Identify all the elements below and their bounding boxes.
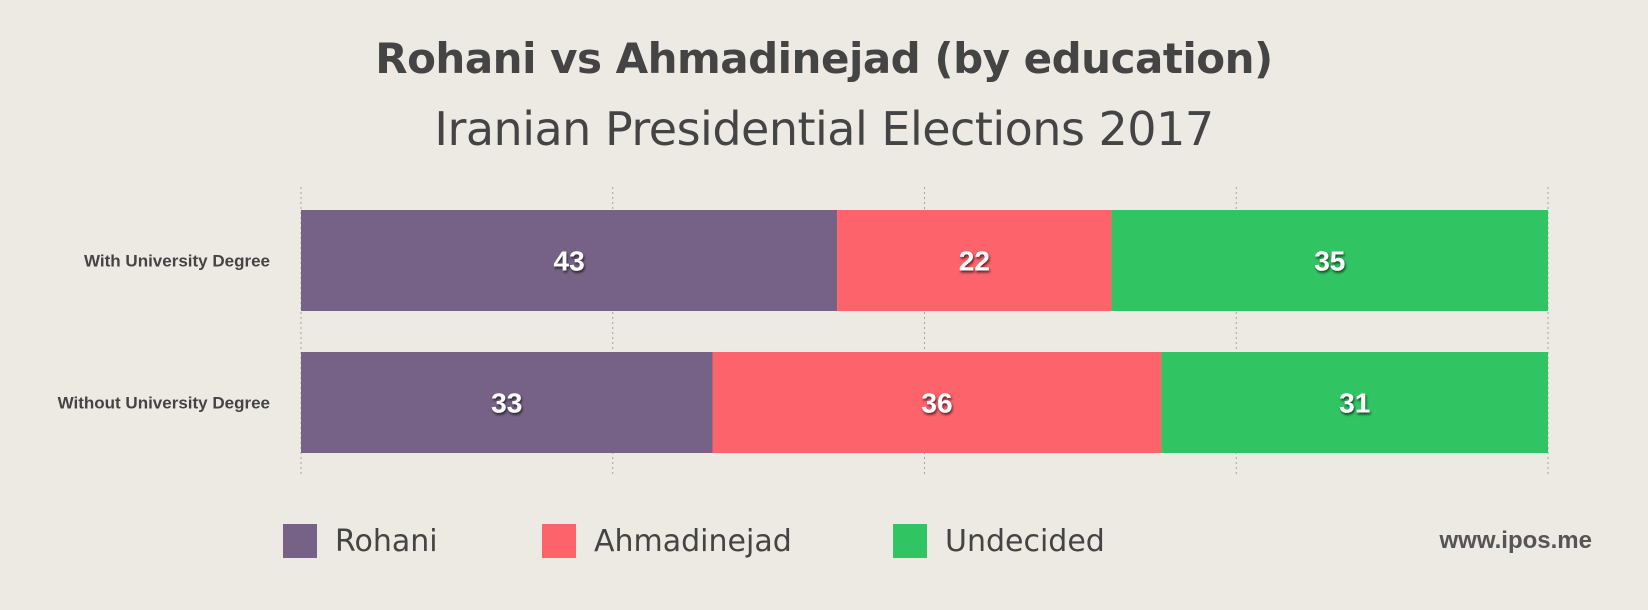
bar-segment-rohani bbox=[301, 210, 838, 311]
category-label: Without University Degree bbox=[58, 394, 270, 413]
legend-item-ahmadinejad: Ahmadinejad bbox=[542, 523, 792, 559]
data-label: 33 bbox=[491, 388, 522, 419]
chart-subtitle: Iranian Presidential Elections 2017 bbox=[434, 102, 1214, 156]
legend-item-undecided: Undecided bbox=[893, 523, 1105, 559]
bar-segment-ahmadinejad bbox=[712, 352, 1162, 453]
legend-item-rohani: Rohani bbox=[283, 523, 438, 559]
data-label: 43 bbox=[554, 246, 585, 277]
data-label: 35 bbox=[1314, 246, 1345, 277]
category-label: With University Degree bbox=[84, 252, 270, 271]
legend-swatch-ahmadinejad bbox=[542, 524, 576, 558]
legend-label-ahmadinejad: Ahmadinejad bbox=[594, 523, 792, 559]
chart-title: Rohani vs Ahmadinejad (by education) bbox=[375, 34, 1273, 83]
data-label: 22 bbox=[959, 246, 990, 277]
data-label: 36 bbox=[921, 388, 952, 419]
legend-label-rohani: Rohani bbox=[335, 523, 438, 559]
legend-label-undecided: Undecided bbox=[945, 523, 1105, 559]
data-label: 31 bbox=[1339, 388, 1370, 419]
bar-segment-rohani bbox=[301, 352, 713, 453]
legend-swatch-undecided bbox=[893, 524, 927, 558]
legend-swatch-rohani bbox=[283, 524, 317, 558]
bar-segment-undecided bbox=[1111, 210, 1548, 311]
watermark: www.ipos.me bbox=[1439, 527, 1592, 554]
bar-segment-ahmadinejad bbox=[837, 210, 1112, 311]
bar-segment-undecided bbox=[1161, 352, 1548, 453]
